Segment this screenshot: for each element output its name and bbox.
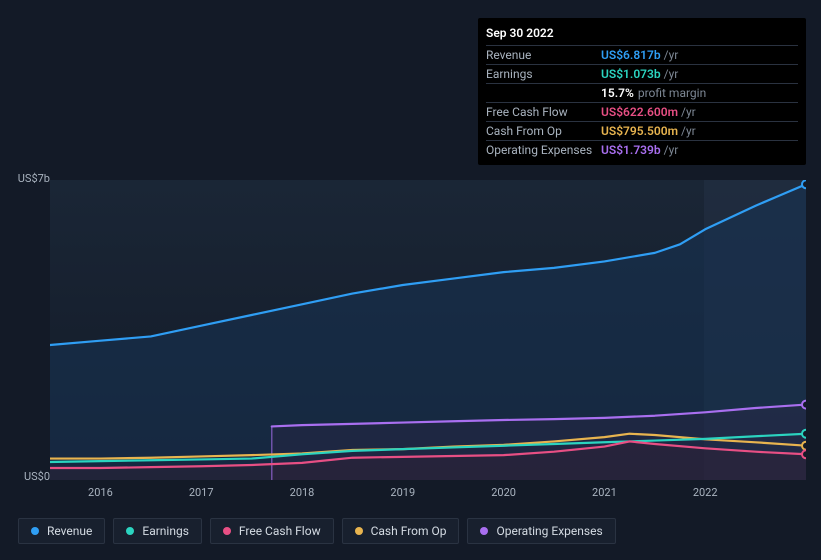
tooltip-row-value: US$6.817b [601,48,664,62]
legend-label: Operating Expenses [496,524,602,538]
legend: Revenue Earnings Free Cash Flow Cash From O… [18,518,616,544]
tooltip-row-suffix: /yr [664,48,679,62]
legend-dot-icon [31,527,39,535]
x-tick: 2019 [390,486,415,499]
series-end-marker [802,180,806,188]
x-tick: 2021 [592,486,617,499]
tooltip-row-suffix: /yr [681,124,696,138]
x-tick: 2020 [491,486,516,499]
tooltip-row-value: US$1.073b [601,67,664,81]
plot-area[interactable] [50,180,806,480]
legend-item[interactable]: Earnings [113,518,202,544]
legend-dot-icon [355,527,363,535]
x-axis: 2016 2017 2018 2019 2020 2021 2022 [50,480,806,500]
tooltip-sub-pct: 15.7% [601,86,638,100]
tooltip-row-value: US$795.500m [601,124,681,138]
legend-label: Revenue [47,524,92,538]
tooltip-row: Cash From OpUS$795.500m/yr [486,122,798,141]
legend-dot-icon [126,527,134,535]
legend-item[interactable]: Cash From Op [342,518,460,544]
legend-item[interactable]: Revenue [18,518,105,544]
legend-item[interactable]: Operating Expenses [467,518,615,544]
tooltip-row: Operating ExpensesUS$1.739b/yr [486,141,798,159]
x-tick: 2018 [290,486,315,499]
tooltip-row-value: US$622.600m [601,105,681,119]
series-end-marker [802,401,806,409]
x-tick: 2017 [189,486,214,499]
tooltip-row-label: Earnings [486,67,601,81]
tooltip-row: EarningsUS$1.073b/yr [486,65,798,84]
tooltip-row: RevenueUS$6.817b/yr [486,46,798,65]
tooltip-row-label: Revenue [486,48,601,62]
legend-label: Earnings [142,524,189,538]
y-tick-min: US$0 [24,470,50,483]
series-end-marker [802,442,806,450]
tooltip-row-suffix: /yr [664,143,679,157]
tooltip-row: Free Cash FlowUS$622.600m/yr [486,103,798,122]
legend-label: Cash From Op [371,524,447,538]
chart-tooltip: Sep 30 2022 RevenueUS$6.817b/yrEarningsU… [478,18,806,165]
tooltip-row-label: Operating Expenses [486,143,601,157]
legend-label: Free Cash Flow [239,524,321,538]
tooltip-row-suffix: /yr [664,67,679,81]
tooltip-row-suffix: /yr [681,105,696,119]
tooltip-row-label: Free Cash Flow [486,105,601,119]
tooltip-sub-text: profit margin [638,86,706,100]
legend-dot-icon [480,527,488,535]
series-end-marker [802,430,806,438]
legend-dot-icon [223,527,231,535]
y-tick-max: US$7b [18,172,50,185]
financials-chart[interactable]: US$7b US$0 2016 2017 2018 2019 2020 2021 2022 [18,160,808,520]
series-end-marker [802,450,806,458]
x-tick: 2022 [693,486,718,499]
tooltip-row-value: US$1.739b [601,143,664,157]
tooltip-date: Sep 30 2022 [486,22,798,46]
tooltip-row-label: Cash From Op [486,124,601,138]
x-tick: 2016 [88,486,113,499]
legend-item[interactable]: Free Cash Flow [210,518,334,544]
tooltip-sub-row: 15.7%profit margin [486,84,798,103]
